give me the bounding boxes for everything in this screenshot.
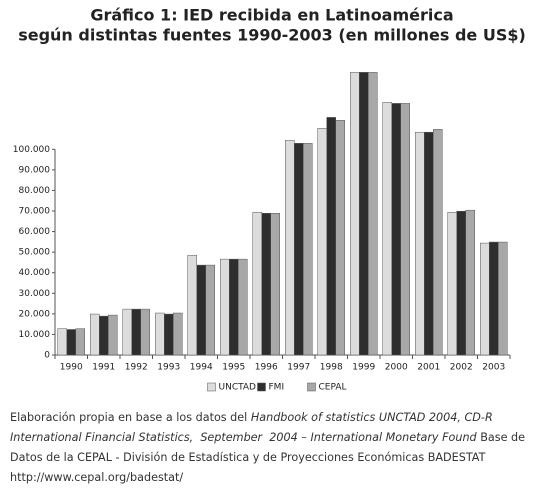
y-tick-label: 100.000: [13, 145, 50, 155]
y-tick-label: 30.000: [19, 289, 51, 299]
bar: [382, 102, 392, 356]
x-tick-label: 1992: [125, 363, 148, 373]
bar: [252, 211, 262, 356]
bar: [415, 131, 425, 356]
bar: [456, 210, 466, 356]
source-text: Handbook of statistics UNCTAD 2004, CD-R…: [10, 411, 497, 444]
chart: Gráfico 1: IED recibida en Latinoamérica…: [13, 6, 526, 393]
bar: [220, 258, 230, 356]
legend-swatch: [207, 382, 216, 392]
bar: [326, 117, 336, 356]
y-tick-label: 0: [44, 351, 50, 361]
bar: [99, 315, 109, 356]
bar: [294, 143, 304, 356]
x-tick-label: 1991: [92, 363, 115, 373]
bar: [368, 72, 378, 356]
bar: [66, 329, 76, 356]
legend-swatch: [257, 382, 266, 392]
bar: [140, 308, 150, 356]
bar: [285, 139, 295, 356]
bar: [131, 308, 141, 356]
bar: [317, 128, 327, 356]
bar: [57, 328, 67, 356]
bar: [90, 313, 100, 356]
legend-label: CEPAL: [319, 383, 347, 393]
bar: [270, 213, 280, 356]
bar: [498, 241, 508, 356]
bar: [196, 264, 206, 356]
bar: [205, 264, 215, 356]
chart-subtitle: según distintas fuentes 1990-2003 (en mi…: [18, 26, 526, 45]
source-text: Base de Datos de la CEPAL - División de …: [10, 431, 529, 464]
bar: [400, 103, 410, 356]
y-tick-label: 40.000: [19, 268, 51, 278]
y-tick-label: 50.000: [19, 248, 51, 258]
bar: [480, 242, 490, 356]
y-tick-label: 20.000: [19, 309, 51, 319]
bar: [335, 120, 345, 356]
x-tick-label: 1996: [255, 363, 278, 373]
x-tick-label: 2002: [450, 363, 473, 373]
legend-label: FMI: [269, 383, 285, 393]
x-tick-label: 1999: [352, 363, 375, 373]
bar: [164, 313, 174, 356]
y-tick-label: 70.000: [19, 207, 51, 217]
y-tick-label: 80.000: [19, 186, 51, 196]
bar: [424, 131, 434, 356]
bar: [433, 129, 443, 356]
bar: [187, 254, 197, 356]
y-tick-label: 10.000: [19, 330, 51, 340]
x-tick-label: 2000: [385, 363, 408, 373]
x-tick-label: 2003: [482, 363, 505, 373]
y-tick-label: 60.000: [19, 227, 51, 237]
legend-swatch: [307, 382, 316, 392]
bar: [359, 72, 369, 356]
bar: [303, 143, 313, 356]
x-tick-label: 1997: [287, 363, 310, 373]
bar: [350, 72, 360, 356]
bar: [155, 312, 165, 356]
x-tick-label: 1993: [157, 363, 180, 373]
x-tick-label: 1990: [60, 363, 83, 373]
bar: [238, 258, 248, 356]
bar: [391, 103, 401, 356]
bar: [261, 213, 271, 356]
y-tick-label: 90.000: [19, 165, 51, 175]
x-tick-label: 1998: [320, 363, 343, 373]
bar: [229, 258, 239, 356]
bar: [108, 314, 118, 356]
bar: [173, 312, 183, 356]
x-tick-label: 2001: [417, 363, 440, 373]
bar: [447, 211, 457, 356]
x-tick-label: 1994: [190, 363, 213, 373]
bar: [122, 308, 132, 356]
bar: [465, 209, 475, 356]
source-text: Elaboración propia en base a los datos d…: [10, 411, 248, 424]
x-tick-label: 1995: [222, 363, 245, 373]
legend-label: UNCTAD: [219, 383, 257, 393]
source-note: Elaboración propia en base a los datos d…: [10, 408, 540, 488]
chart-title: Gráfico 1: IED recibida en Latinoamérica: [90, 6, 453, 25]
source-url: http://www.cepal.org/badestat/: [10, 471, 184, 484]
bar: [489, 241, 499, 356]
bar: [75, 328, 85, 356]
